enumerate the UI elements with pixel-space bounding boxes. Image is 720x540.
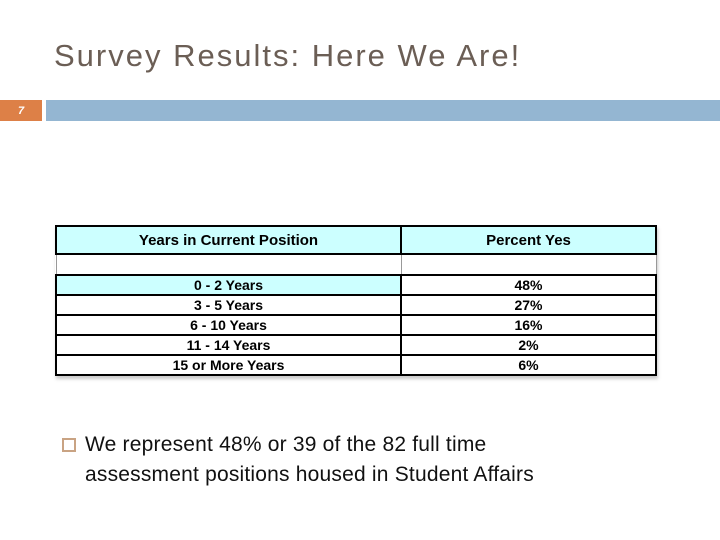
spacer-cell bbox=[55, 253, 402, 276]
years-cell: 3 - 5 Years bbox=[55, 294, 402, 316]
table-row: 3 - 5 Years 27% bbox=[55, 294, 657, 316]
years-cell: 11 - 14 Years bbox=[55, 334, 402, 356]
table-row: 11 - 14 Years 2% bbox=[55, 334, 657, 356]
years-cell: 0 - 2 Years bbox=[55, 274, 402, 296]
square-bullet-icon bbox=[62, 438, 76, 452]
bullet-text: We represent 48% or 39 of the 82 full ti… bbox=[85, 433, 534, 486]
spacer-cell bbox=[400, 253, 657, 276]
percent-cell: 6% bbox=[400, 354, 657, 376]
years-cell: 15 or More Years bbox=[55, 354, 402, 376]
percent-cell: 48% bbox=[400, 274, 657, 296]
bullet-item: We represent 48% or 39 of the 82 full ti… bbox=[62, 430, 612, 490]
table-row: 0 - 2 Years 48% bbox=[55, 274, 657, 296]
header-band-bar bbox=[46, 100, 720, 121]
table-row: 15 or More Years 6% bbox=[55, 354, 657, 376]
slide-title: Survey Results: Here We Are! bbox=[54, 38, 522, 73]
slide-number-box: 7 bbox=[0, 100, 42, 121]
table-row: 6 - 10 Years 16% bbox=[55, 314, 657, 336]
percent-cell: 27% bbox=[400, 294, 657, 316]
column-header-years: Years in Current Position bbox=[55, 225, 402, 255]
survey-results-table: Years in Current Position Percent Yes 0 … bbox=[55, 225, 657, 376]
years-cell: 6 - 10 Years bbox=[55, 314, 402, 336]
percent-cell: 16% bbox=[400, 314, 657, 336]
column-header-percent: Percent Yes bbox=[400, 225, 657, 255]
percent-cell: 2% bbox=[400, 334, 657, 356]
table-header-row: Years in Current Position Percent Yes bbox=[55, 225, 657, 255]
slide-number: 7 bbox=[17, 104, 25, 117]
table-spacer-row bbox=[55, 253, 657, 276]
